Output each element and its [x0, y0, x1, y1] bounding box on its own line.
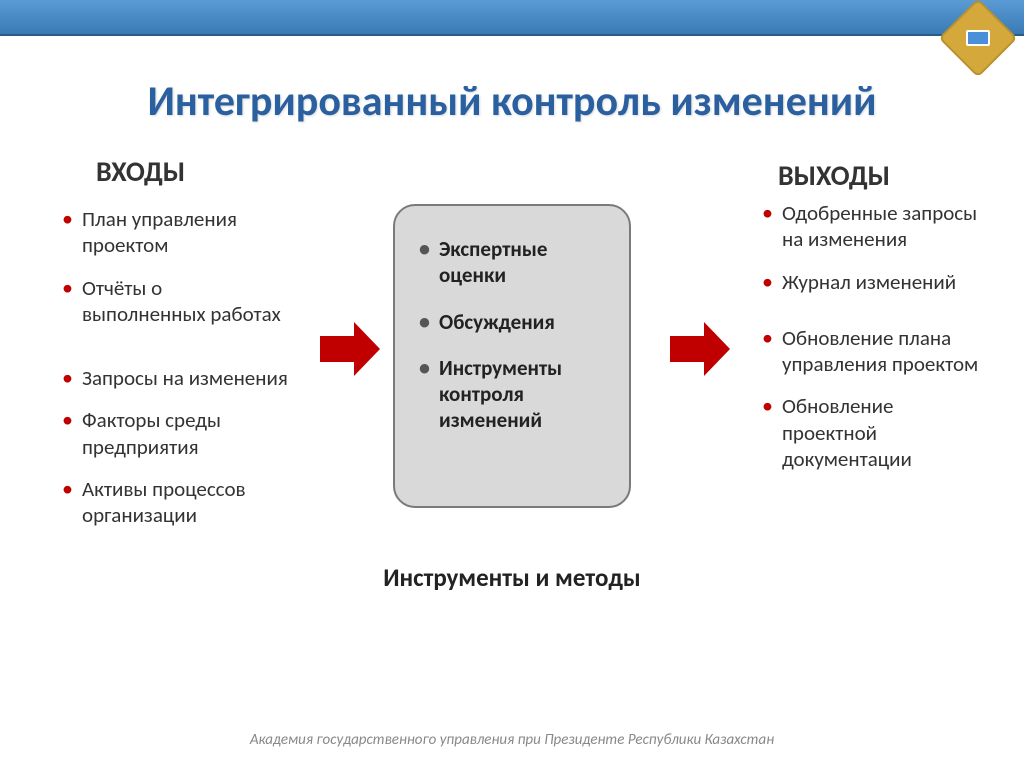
arrow-right-icon — [670, 322, 730, 376]
list-item: Обновление плана управления проектом — [760, 325, 980, 378]
list-item: Факторы среды предприятия — [60, 407, 290, 460]
footer-text: Академия государственного управления при… — [0, 731, 1024, 749]
inputs-heading: ВХОДЫ — [96, 154, 185, 189]
list-item: Одобренные запросы на изменения — [760, 200, 980, 253]
outputs-heading: ВЫХОДЫ — [778, 158, 890, 193]
inputs-column: План управления проектом Отчёты о выполн… — [60, 206, 290, 544]
outputs-column: Одобренные запросы на изменения Журнал и… — [760, 200, 980, 488]
page-title: Интегрированный контроль изменений — [0, 76, 1024, 127]
list-item: Журнал изменений — [760, 269, 980, 295]
outputs-list-2: Обновление плана управления проектом Обн… — [760, 325, 980, 472]
inputs-list-2: Запросы на изменения Факторы среды предп… — [60, 365, 290, 528]
badge-icon — [950, 10, 1006, 66]
arrow-right-icon — [320, 322, 380, 376]
list-item: Обсуждения — [417, 309, 619, 335]
outputs-list-1: Одобренные запросы на изменения Журнал и… — [760, 200, 980, 295]
list-item: Запросы на изменения — [60, 365, 290, 391]
inputs-list-1: План управления проектом Отчёты о выполн… — [60, 206, 290, 327]
list-item: Активы процессов организации — [60, 476, 290, 529]
tools-box: Экспертные оценки Обсуждения Инструменты… — [393, 204, 631, 508]
list-item: Отчёты о выполненных работах — [60, 275, 290, 328]
list-item: Инструменты контроля изменений — [417, 355, 619, 434]
list-item: Обновление проектной документации — [760, 393, 980, 472]
top-bar — [0, 0, 1024, 36]
list-item: План управления проектом — [60, 206, 290, 259]
tools-list: Экспертные оценки Обсуждения Инструменты… — [417, 236, 619, 434]
list-item: Экспертные оценки — [417, 236, 619, 289]
tools-heading: Инструменты и методы — [0, 562, 1024, 593]
